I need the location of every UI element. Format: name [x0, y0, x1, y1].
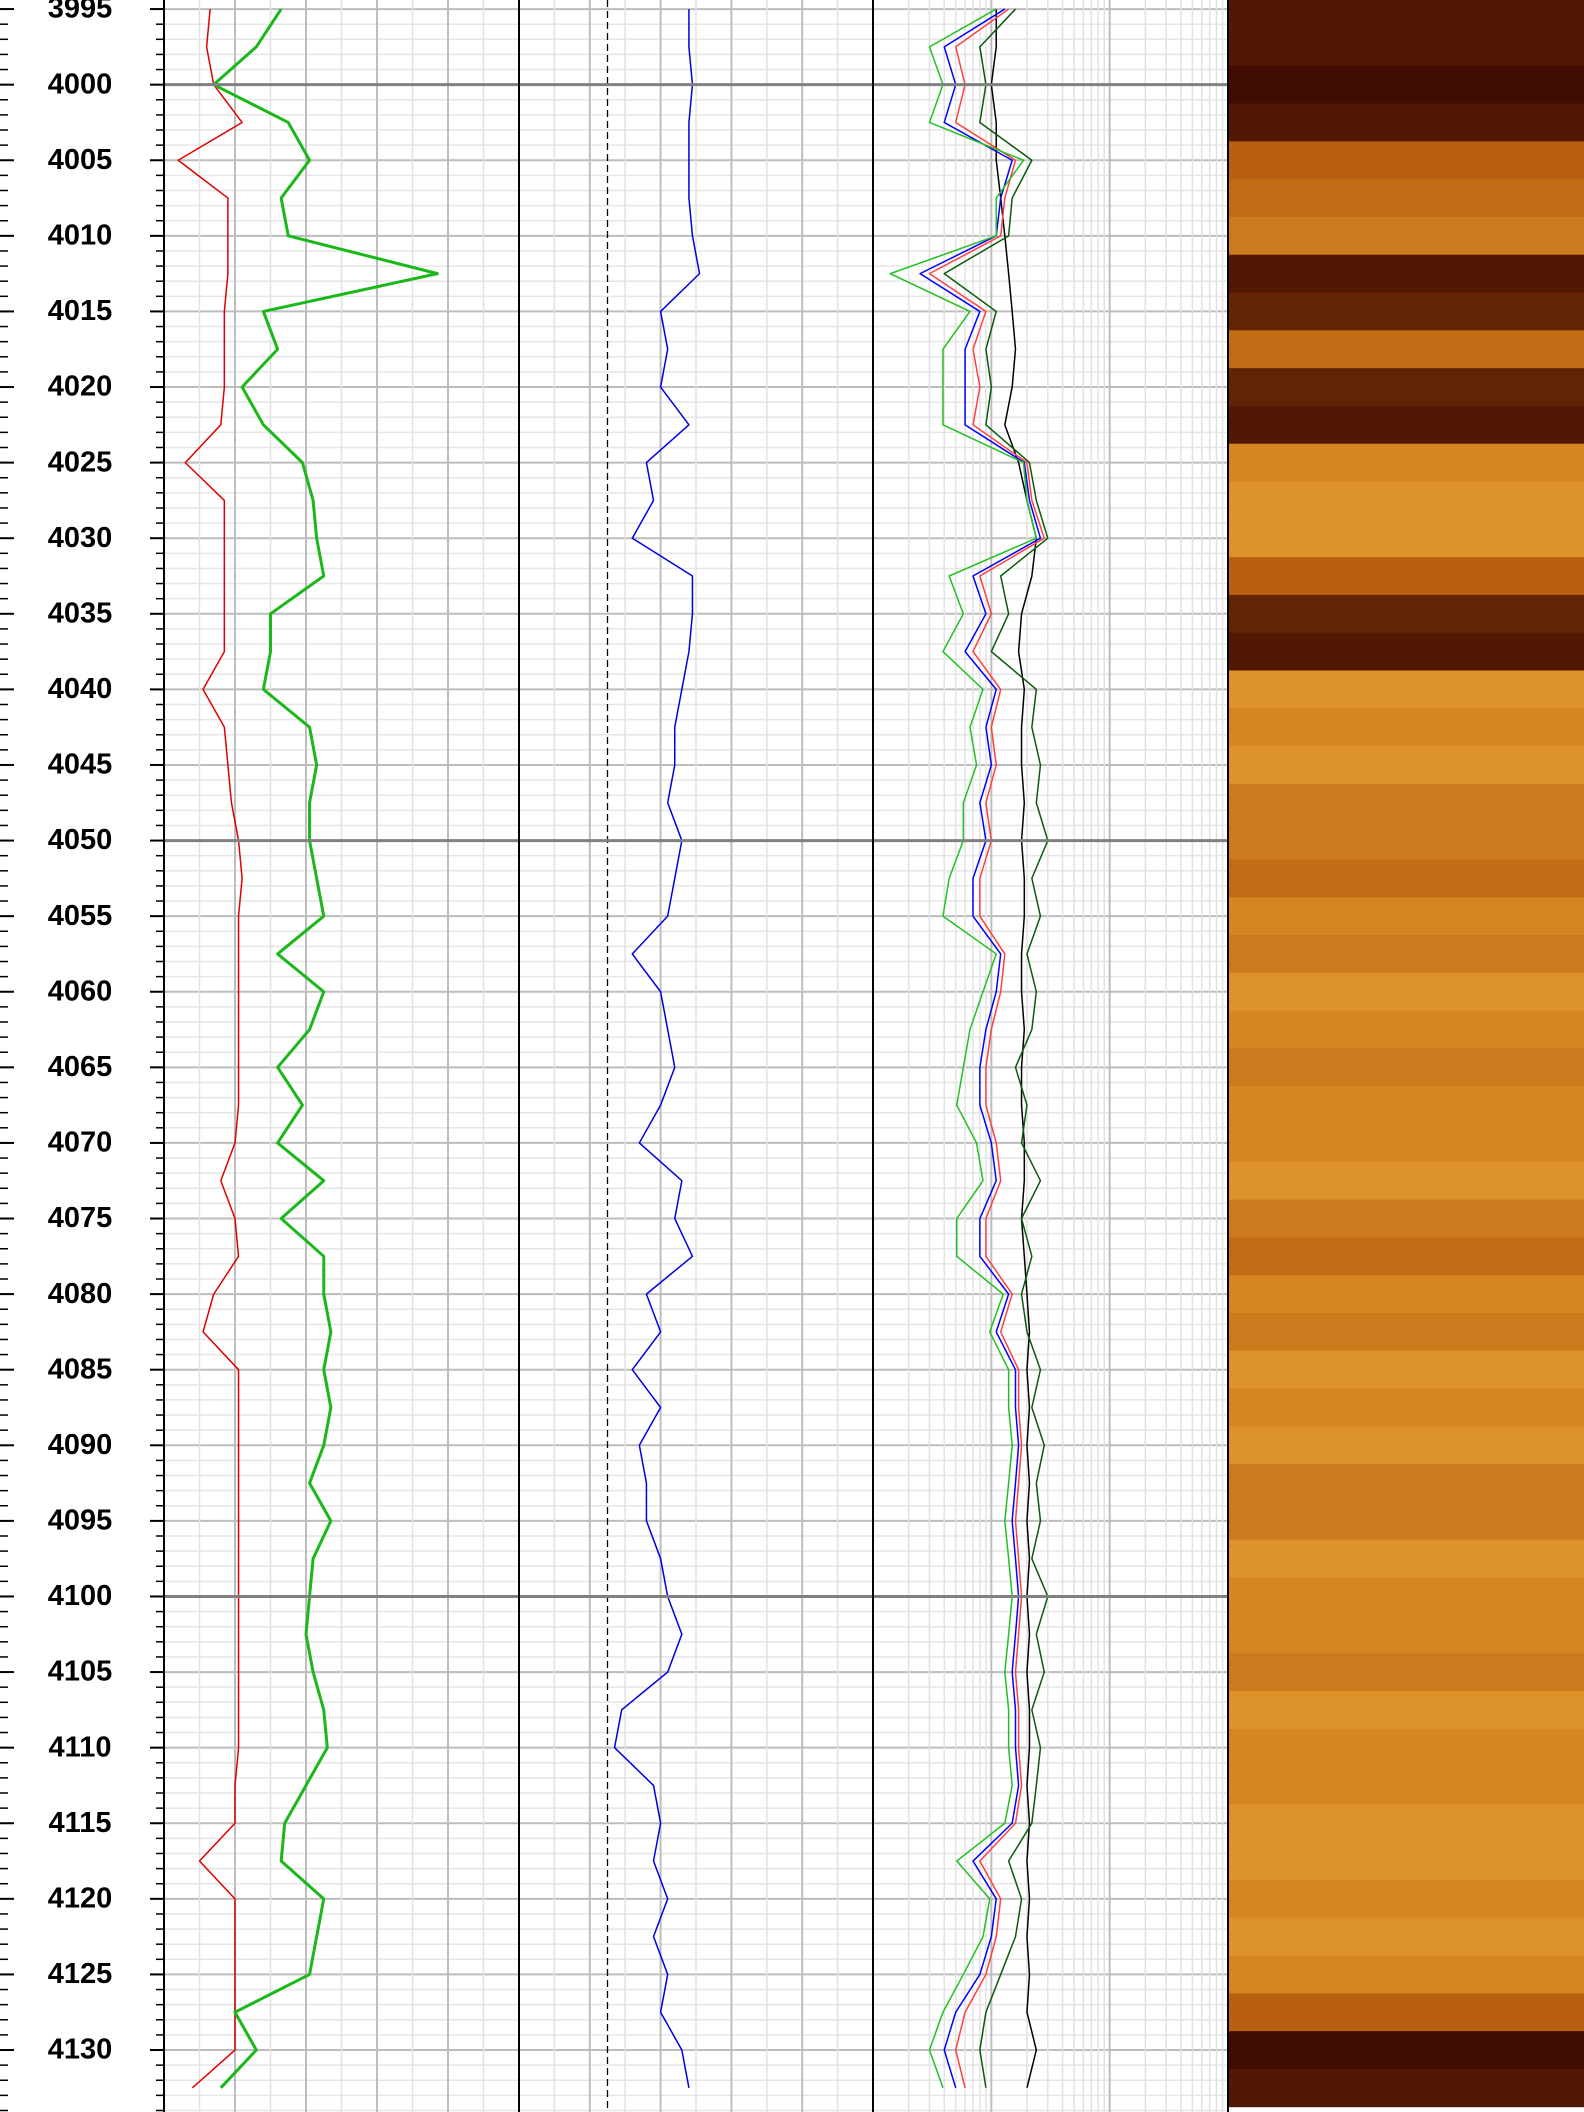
depth-label: 4075 — [48, 1202, 113, 1234]
image-band — [1228, 2068, 1584, 2108]
image-band — [1228, 1501, 1584, 1541]
image-band — [1228, 1388, 1584, 1427]
image-band — [1228, 1199, 1584, 1238]
image-band — [1228, 1728, 1584, 1768]
depth-label: 4040 — [48, 673, 113, 705]
image-band — [1228, 746, 1584, 785]
image-band — [1228, 1766, 1584, 1805]
depth-label: 4085 — [48, 1353, 113, 1385]
log-curve — [613, 9, 701, 2088]
depth-label: 4055 — [48, 900, 113, 932]
log-curve — [177, 8, 243, 2089]
log-curve — [919, 8, 1042, 2089]
image-band — [1228, 216, 1584, 256]
depth-label: 4015 — [48, 295, 113, 327]
frame-layer: 3995 4000 4005 4010 4015 4020 4025 4030 4035 4040… — [48, 0, 1229, 2112]
image-band — [1228, 1539, 1584, 1579]
image-band — [1228, 1161, 1584, 1201]
image-band — [1228, 1010, 1584, 1049]
depth-label: 4115 — [49, 1807, 112, 1839]
image-band — [1228, 1917, 1584, 1957]
image-band — [1228, 292, 1584, 331]
image-band — [1228, 821, 1584, 860]
image-band — [1228, 1577, 1584, 1616]
log-curve — [990, 9, 1038, 2088]
image-band — [1228, 141, 1584, 180]
image-band — [1228, 1690, 1584, 1730]
depth-label: 3995 — [48, 0, 113, 25]
image-band — [1228, 1615, 1584, 1654]
image-band — [1228, 1237, 1584, 1276]
depth-label: 4000 — [48, 68, 113, 100]
image-band — [1228, 519, 1584, 558]
image-band — [1228, 405, 1584, 445]
depth-label: 4035 — [48, 597, 113, 629]
depth-label: 4065 — [48, 1051, 113, 1083]
image-band — [1228, 859, 1584, 898]
image-band — [1228, 670, 1584, 709]
image-band — [1228, 1124, 1584, 1163]
image-band — [1228, 972, 1584, 1012]
image-band — [1228, 1879, 1584, 1919]
depth-label: 4105 — [48, 1656, 113, 1688]
depth-label: 4010 — [48, 219, 113, 251]
image-band — [1228, 368, 1584, 407]
depth-label: 4095 — [48, 1505, 113, 1537]
image-band — [1228, 783, 1584, 823]
image-band — [1228, 1842, 1584, 1881]
depth-label: 4110 — [49, 1731, 112, 1763]
depth-label: 4045 — [48, 749, 113, 781]
depth-label: 4030 — [48, 522, 113, 554]
depth-label: 4080 — [48, 1278, 113, 1310]
image-band — [1228, 1653, 1584, 1692]
depth-label: 4130 — [48, 2034, 113, 2066]
depth-label: 4025 — [48, 446, 113, 478]
depth-label: 4125 — [48, 1958, 113, 1990]
log-curve — [212, 8, 439, 2089]
image-band — [1228, 65, 1584, 105]
image-band — [1228, 103, 1584, 142]
image-band — [1228, 330, 1584, 369]
image-band — [1228, 443, 1584, 483]
image-band — [1228, 254, 1584, 294]
image-band — [1228, 1955, 1584, 1994]
image-band — [1228, 1086, 1584, 1125]
depth-label: 4090 — [48, 1429, 113, 1461]
image-band — [1228, 1350, 1584, 1390]
grid-layer — [0, 0, 1229, 2112]
depth-label: 4050 — [48, 824, 113, 856]
image-band — [1228, 632, 1584, 671]
image-band — [1228, 179, 1584, 218]
image-band — [1228, 2031, 1584, 2070]
image-band — [1228, 1048, 1584, 1087]
depth-label: 4120 — [48, 1882, 113, 1914]
image-band — [1228, 897, 1584, 936]
image-band — [1228, 481, 1584, 520]
image-band — [1228, 708, 1584, 747]
image-band — [1228, 1993, 1584, 2032]
data-layer — [177, 0, 1584, 2112]
depth-label: 4060 — [48, 975, 113, 1007]
image-band — [1228, 1275, 1584, 1314]
image-band — [1228, 1804, 1584, 1843]
depth-label: 4070 — [48, 1127, 113, 1159]
image-band — [1228, 0, 1584, 29]
depth-label: 4020 — [48, 371, 113, 403]
log-curve — [889, 8, 1038, 2089]
image-band — [1228, 557, 1584, 596]
log-curve — [943, 8, 1049, 2088]
image-band — [1228, 1426, 1584, 1465]
image-band — [1228, 1313, 1584, 1352]
log-curve — [928, 8, 1045, 2088]
image-band — [1228, 27, 1584, 67]
depth-label: 4100 — [48, 1580, 113, 1612]
image-band — [1228, 935, 1584, 974]
depth-label: 4005 — [48, 144, 113, 176]
image-band — [1228, 1464, 1584, 1503]
image-band — [1228, 594, 1584, 634]
